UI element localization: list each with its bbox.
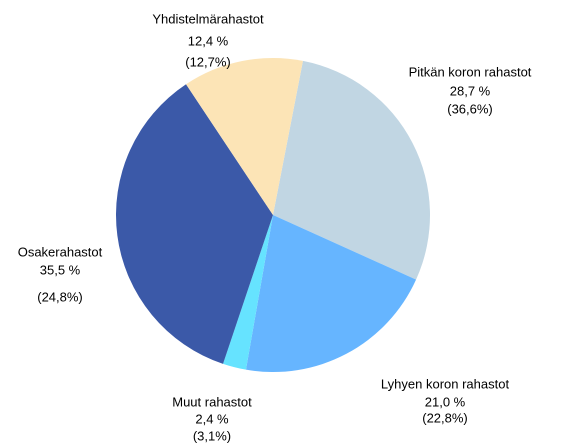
value-label: 35,5 % — [40, 262, 81, 277]
prior-value-label: (3,1%) — [193, 428, 231, 443]
prior-value-label: (12,7%) — [185, 54, 231, 69]
slice-label: Muut rahastot — [172, 394, 252, 409]
pie-slice — [186, 57, 303, 215]
pie-slice — [245, 215, 417, 373]
prior-value-label: (24,8%) — [37, 289, 83, 304]
prior-value-label: (22,8%) — [422, 410, 468, 425]
slice-label: Pitkän koron rahastot — [409, 64, 532, 79]
prior-value-label: (36,6%) — [447, 101, 493, 116]
pie-slice — [223, 215, 273, 370]
value-label: 2,4 % — [195, 411, 229, 426]
value-label: 12,4 % — [188, 33, 229, 48]
slice-label: Osakerahastot — [18, 244, 103, 259]
slice-label: Yhdistelmärahastot — [152, 11, 264, 26]
pie-slice — [115, 84, 273, 364]
pie-slice — [273, 60, 430, 280]
slice-label: Lyhyen koron rahastot — [381, 376, 510, 391]
value-label: 21,0 % — [425, 394, 466, 409]
value-label: 28,7 % — [450, 83, 491, 98]
